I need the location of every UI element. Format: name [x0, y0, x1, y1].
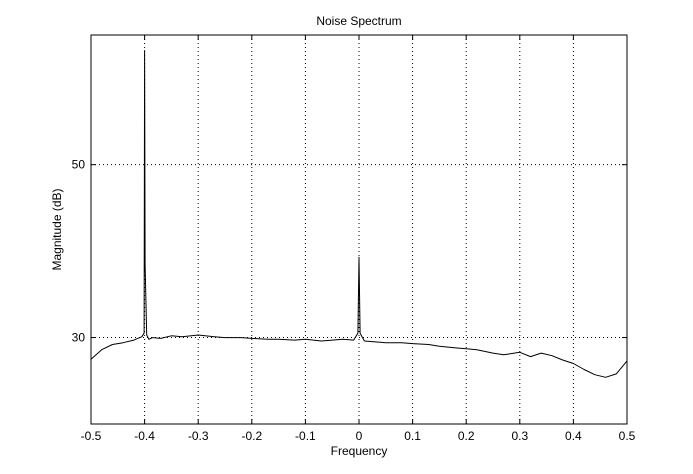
- x-tick-label: -0.1: [295, 429, 316, 443]
- y-axis-label: Magnitude (dB): [50, 188, 64, 270]
- tick-layer: -0.5 -0.4 -0.3 -0.2 -0.1 0 0.1 0.2 0.3 0.4 0.5 30 50: [72, 35, 636, 443]
- x-tick-label: 0: [356, 429, 363, 443]
- series-layer: [90, 50, 628, 378]
- plot-area: [91, 35, 627, 424]
- y-tick-label: 30: [72, 331, 86, 345]
- x-tick-label: -0.2: [241, 429, 262, 443]
- x-tick-label: 0.1: [404, 429, 421, 443]
- x-tick-label: 0.2: [458, 429, 475, 443]
- spectrum-line: [90, 50, 628, 378]
- x-tick-label: 0.4: [565, 429, 582, 443]
- x-tick-label: -0.3: [188, 429, 209, 443]
- x-tick-label: 0.3: [511, 429, 528, 443]
- chart-title: Noise Spectrum: [316, 14, 401, 28]
- y-tick-label: 50: [72, 158, 86, 172]
- x-tick-label: -0.4: [134, 429, 155, 443]
- x-tick-label: 0.5: [619, 429, 636, 443]
- x-axis-label: Frequency: [331, 444, 388, 458]
- x-tick-label: -0.5: [81, 429, 102, 443]
